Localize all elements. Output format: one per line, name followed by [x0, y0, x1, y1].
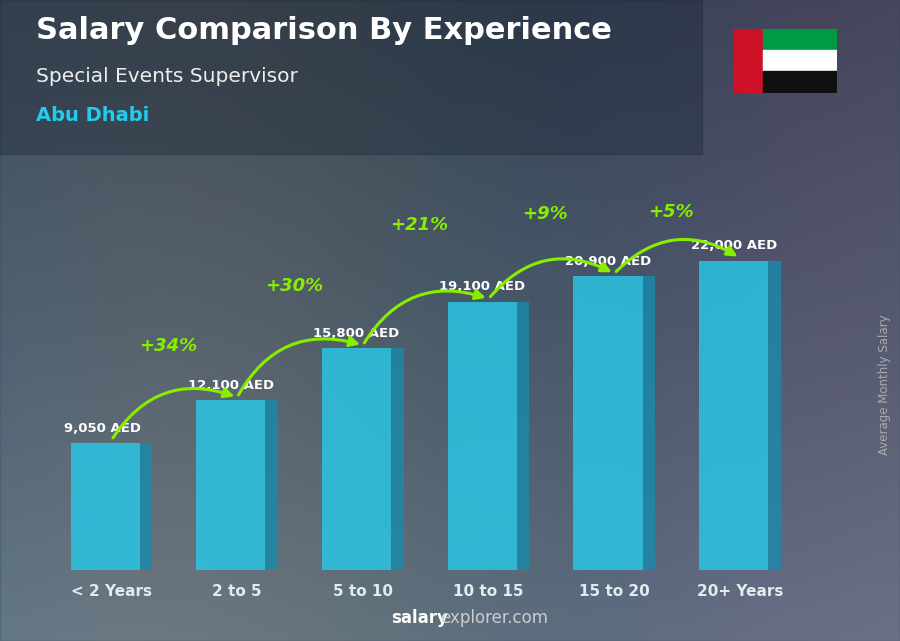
Text: 9,050 AED: 9,050 AED — [64, 422, 141, 435]
Text: +34%: +34% — [139, 337, 197, 355]
Polygon shape — [573, 276, 643, 570]
Text: Average Monthly Salary: Average Monthly Salary — [878, 314, 891, 455]
Polygon shape — [699, 261, 769, 570]
Bar — [763, 29, 837, 51]
Text: Abu Dhabi: Abu Dhabi — [36, 106, 149, 125]
Text: 12,100 AED: 12,100 AED — [188, 379, 274, 392]
Text: +5%: +5% — [648, 203, 694, 221]
Text: Salary Comparison By Experience: Salary Comparison By Experience — [36, 16, 612, 45]
Polygon shape — [643, 276, 655, 570]
Polygon shape — [447, 302, 517, 570]
FancyArrowPatch shape — [491, 259, 608, 297]
Bar — [734, 29, 763, 93]
Text: 22,000 AED: 22,000 AED — [690, 239, 777, 253]
Bar — [763, 71, 837, 93]
Polygon shape — [196, 400, 266, 570]
Bar — [763, 50, 837, 71]
Text: +30%: +30% — [265, 276, 323, 295]
Polygon shape — [140, 443, 152, 570]
Text: 19,100 AED: 19,100 AED — [439, 280, 526, 293]
Text: Special Events Supervisor: Special Events Supervisor — [36, 67, 298, 87]
Text: 20,900 AED: 20,900 AED — [565, 255, 651, 268]
FancyArrowPatch shape — [238, 337, 357, 395]
Polygon shape — [392, 348, 404, 570]
Text: salary: salary — [392, 609, 448, 627]
Polygon shape — [266, 400, 278, 570]
FancyArrowPatch shape — [112, 388, 231, 438]
Polygon shape — [322, 348, 392, 570]
Text: +9%: +9% — [522, 204, 568, 223]
Polygon shape — [70, 443, 140, 570]
FancyArrowPatch shape — [616, 239, 734, 272]
Text: 15,800 AED: 15,800 AED — [313, 327, 400, 340]
Text: +21%: +21% — [391, 216, 448, 234]
Text: explorer.com: explorer.com — [440, 609, 548, 627]
Polygon shape — [769, 261, 781, 570]
FancyArrowPatch shape — [364, 290, 482, 343]
Polygon shape — [517, 302, 529, 570]
